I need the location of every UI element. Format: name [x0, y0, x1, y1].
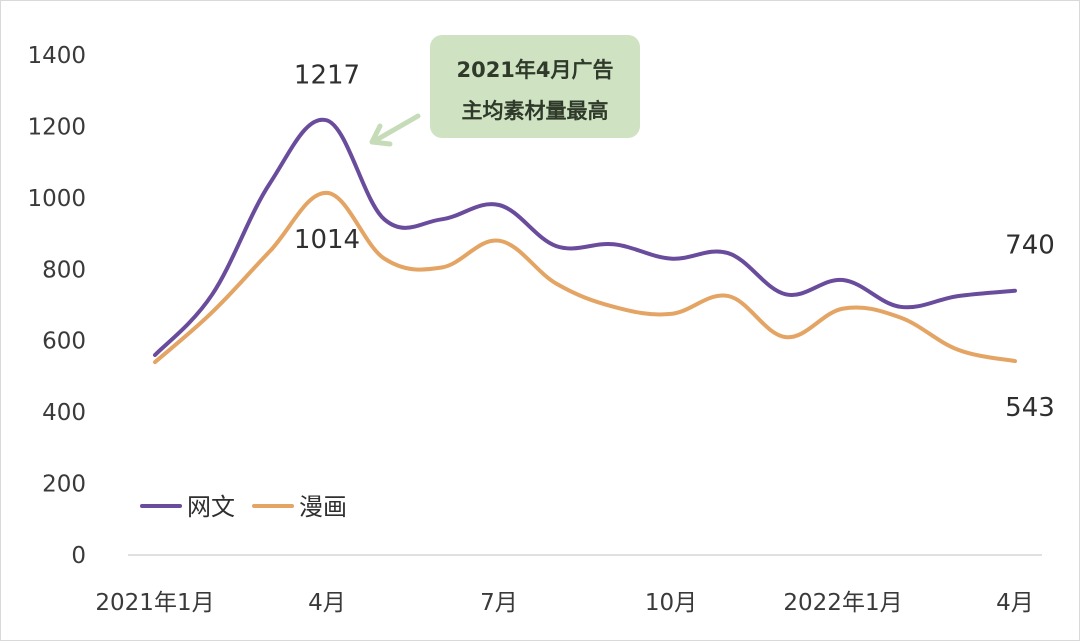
y-tick-label: 1200	[27, 114, 86, 140]
y-tick-label: 0	[71, 543, 86, 569]
annotation-arrow-head	[369, 123, 393, 147]
x-tick-label: 2022年1月	[783, 590, 902, 616]
series-layer	[153, 117, 1017, 365]
y-tick-label: 400	[42, 400, 86, 426]
x-tick-label: 4月	[996, 590, 1034, 616]
x-tick-label: 2021年1月	[95, 590, 214, 616]
data-label: 1014	[294, 225, 360, 255]
series-line-wangwen	[153, 117, 1017, 357]
annotation-arrow	[375, 113, 421, 142]
data-label: 1217	[294, 60, 360, 90]
series-line-manhua	[153, 190, 1017, 365]
annotation-box	[430, 35, 640, 138]
legend-label-wangwen: 网文	[187, 493, 235, 521]
axes: 0 200 400 600 800 1000 1200 1400 2021年1月 4月 7月 10月 2…	[27, 43, 1042, 616]
data-label: 543	[1005, 393, 1055, 423]
legend-label-manhua: 漫画	[299, 493, 347, 521]
annotation-line-2: 主均素材量最高	[462, 99, 609, 123]
x-tick-label: 10月	[645, 590, 697, 616]
annotation-line-1: 2021年4月广告	[456, 58, 613, 82]
y-tick-label: 1000	[27, 186, 86, 212]
annotation-callout: 2021年4月广告 主均素材量最高	[369, 35, 640, 147]
x-tick-label: 4月	[308, 590, 346, 616]
data-label: 740	[1005, 231, 1055, 261]
y-tick-label: 800	[42, 257, 86, 283]
y-tick-label: 200	[42, 472, 86, 498]
y-tick-label: 1400	[27, 43, 86, 69]
data-labels: 1217 1014 740 543	[294, 60, 1055, 423]
y-tick-label: 600	[42, 329, 86, 355]
x-tick-label: 7月	[480, 590, 518, 616]
legend: 网文 漫画	[140, 493, 347, 521]
